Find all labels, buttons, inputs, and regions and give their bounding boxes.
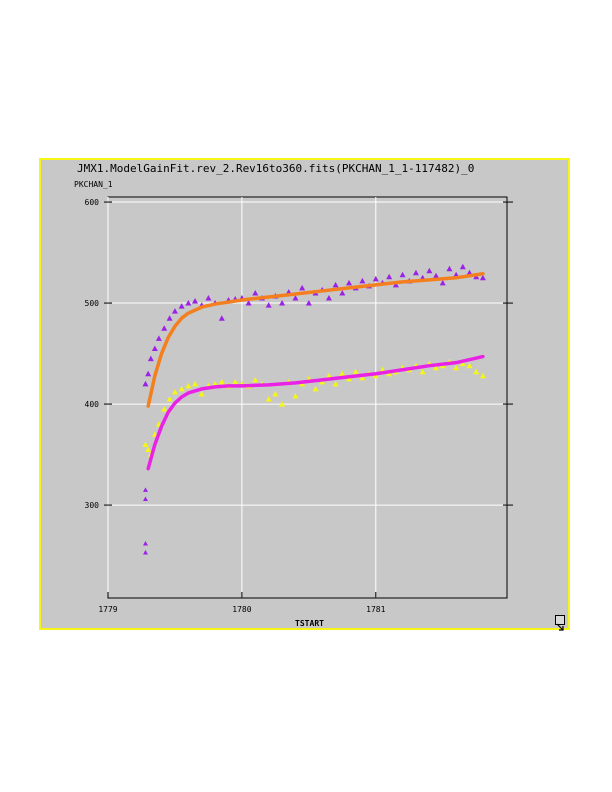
y-tick-label: 500 xyxy=(85,299,100,308)
data-point xyxy=(171,308,178,314)
data-point xyxy=(372,372,379,379)
data-point xyxy=(325,295,332,301)
data-point xyxy=(166,315,173,321)
data-point xyxy=(161,325,168,331)
data-point xyxy=(178,303,185,309)
data-point xyxy=(339,370,346,377)
data-point xyxy=(319,378,326,385)
data-point xyxy=(433,364,440,371)
data-point xyxy=(479,274,486,281)
data-point xyxy=(185,300,192,306)
plot-window: JMX1.ModelGainFit.rev_2.Rev16to360.fits(… xyxy=(39,158,570,631)
data-point xyxy=(473,368,480,375)
data-point xyxy=(346,279,353,286)
y-tick-label: 400 xyxy=(85,400,100,409)
outlier-point xyxy=(142,540,148,546)
data-point xyxy=(439,279,446,286)
data-point xyxy=(392,281,399,288)
data-point xyxy=(299,284,306,291)
data-point xyxy=(166,396,173,402)
outlier-point xyxy=(142,487,148,492)
data-point xyxy=(272,390,279,397)
data-point xyxy=(192,298,199,304)
data-point xyxy=(372,275,379,282)
data-point xyxy=(292,295,299,301)
data-point xyxy=(399,271,406,278)
y-tick-label: 600 xyxy=(85,198,100,207)
data-point xyxy=(252,289,259,296)
chart-svg: 1779 1780 1781 300 400 500 600 TSTART xyxy=(85,196,513,628)
data-point xyxy=(147,355,154,362)
data-point xyxy=(145,446,152,453)
data-point xyxy=(433,272,440,279)
data-point xyxy=(279,401,286,407)
data-point xyxy=(352,368,359,375)
data-point xyxy=(419,368,426,375)
x-tick-label: 1780 xyxy=(232,605,251,614)
data-point xyxy=(466,362,473,369)
outlier-point xyxy=(142,496,148,502)
data-point xyxy=(305,300,312,306)
data-point xyxy=(312,385,319,392)
data-point xyxy=(151,345,158,352)
data-point xyxy=(252,376,259,383)
data-point xyxy=(412,269,419,276)
plot-frame xyxy=(107,196,508,599)
data-point xyxy=(161,406,168,412)
x-axis-title: TSTART xyxy=(295,619,324,628)
data-point xyxy=(185,382,192,389)
data-point xyxy=(325,372,332,379)
fit-line-3 xyxy=(146,354,485,471)
x-tick-label: 1779 xyxy=(98,605,117,614)
data-point xyxy=(218,315,225,321)
data-point xyxy=(459,263,466,270)
data-point xyxy=(292,392,299,399)
data-point xyxy=(145,370,152,377)
data-point xyxy=(453,364,460,371)
data-point xyxy=(198,390,205,397)
data-point xyxy=(205,295,212,301)
data-point xyxy=(232,378,239,385)
data-point xyxy=(192,380,199,387)
data-point xyxy=(359,374,366,381)
data-point xyxy=(142,380,149,387)
data-point xyxy=(332,380,339,387)
data-point xyxy=(346,375,353,382)
data-point xyxy=(479,372,486,379)
data-point xyxy=(459,360,466,367)
data-point xyxy=(426,267,433,274)
fit-line-2 xyxy=(146,272,485,408)
data-point xyxy=(155,335,162,341)
resize-arrow-icon[interactable] xyxy=(555,615,565,631)
data-point xyxy=(359,277,366,284)
data-point xyxy=(178,385,185,392)
y-axis-label: PKCHAN_1 xyxy=(74,180,113,189)
data-point xyxy=(332,281,339,288)
data-point xyxy=(218,378,225,385)
data-point xyxy=(279,300,286,306)
data-point xyxy=(212,380,219,387)
data-point xyxy=(473,273,480,280)
data-point xyxy=(339,289,346,296)
data-point xyxy=(446,265,453,272)
data-point xyxy=(142,441,149,447)
y-tick-label: 300 xyxy=(85,501,100,510)
data-point xyxy=(386,273,393,280)
data-point xyxy=(386,370,393,377)
data-point xyxy=(171,388,178,395)
data-point xyxy=(245,300,252,306)
data-point xyxy=(265,302,272,308)
data-point xyxy=(265,396,272,402)
x-tick-label: 1781 xyxy=(366,605,385,614)
resize-arrow-glyph xyxy=(556,623,564,631)
plot-title: JMX1.ModelGainFit.rev_2.Rev16to360.fits(… xyxy=(77,162,475,175)
outlier-point xyxy=(142,550,148,555)
